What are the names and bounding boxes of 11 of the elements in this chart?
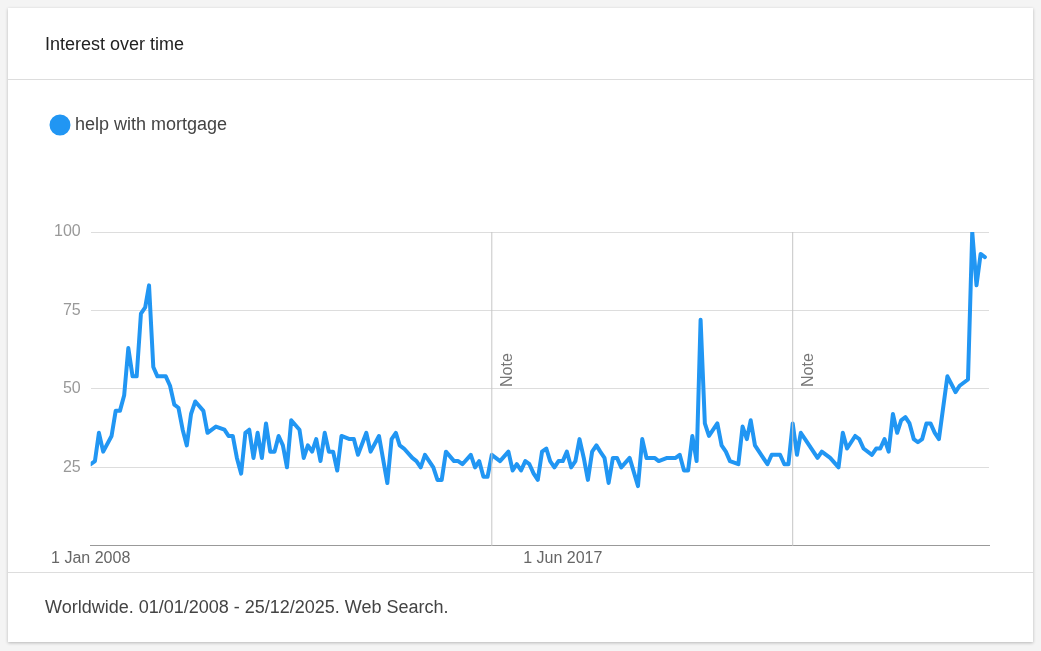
chart-title: Interest over time xyxy=(8,8,1033,80)
x-tick-label: 1 Jan 2008 xyxy=(51,548,131,566)
legend-label: help with mortgage xyxy=(75,113,228,134)
y-tick-label: 25 xyxy=(62,457,81,475)
y-tick-label: 100 xyxy=(53,222,81,240)
ref-line-label: Note xyxy=(498,353,516,387)
x-tick-label: 1 Jun 2017 xyxy=(523,548,603,566)
text: Worldwide. 01/01/2008 - 25/12/2025. Web Search. xyxy=(8,572,1033,642)
y-tick-label: 50 xyxy=(62,379,81,397)
y-tick-label: 75 xyxy=(62,300,81,318)
ref-line-label: Note xyxy=(799,353,817,387)
